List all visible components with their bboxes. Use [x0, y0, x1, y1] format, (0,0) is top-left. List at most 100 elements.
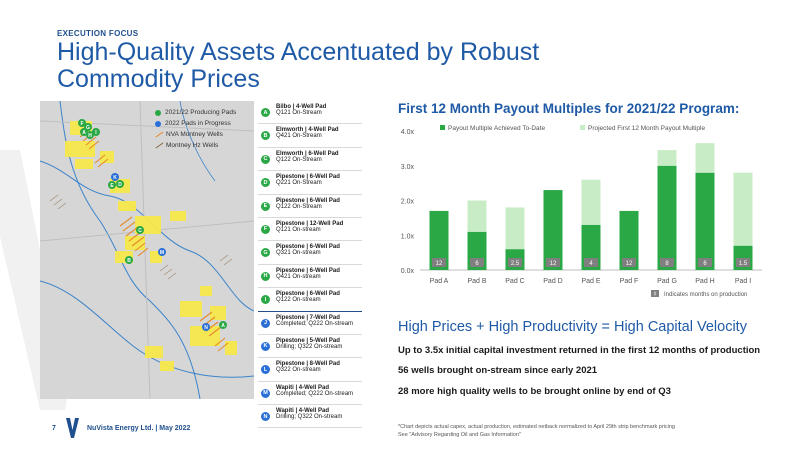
x-tick-label: Pad H — [695, 278, 714, 285]
y-tick-label: 2.0x — [401, 199, 415, 206]
map-marker-label: E — [110, 183, 114, 189]
months-badge-label: 1.5 — [739, 261, 748, 267]
highlight-bullet-1: Up to 3.5x initial capital investment re… — [398, 345, 761, 356]
map-legend-label: 2022 Pads in Progress — [165, 120, 231, 127]
pad-letter-icon: H — [261, 271, 270, 281]
pad-name: Pipestone | 7-Well Pad — [276, 314, 340, 321]
bar-projected — [505, 207, 525, 250]
x-tick-label: Pad G — [657, 278, 677, 285]
pad-letter-icon: B — [261, 131, 270, 141]
pad-letter-icon: L — [261, 365, 270, 375]
pad-list-item: F Pipestone | 12-Well Pad Q121 On-stream — [258, 218, 362, 242]
pad-status: Drilling; Q322 On-stream — [276, 414, 343, 421]
map-marker-label: A — [221, 323, 225, 329]
map-marker-label: A — [82, 130, 86, 136]
months-badge-label: 12 — [436, 261, 443, 267]
pad-list-item: E Pipestone | 6-Well Pad Q122 On-Stream — [258, 195, 362, 218]
highlight-bullet-3: 28 more high quality wells to be brought… — [398, 386, 671, 397]
map-marker-label: F — [80, 121, 83, 127]
months-badge — [470, 258, 484, 267]
pad-list-item: J Pipestone | 7-Well Pad Completed; Q222 O… — [258, 312, 362, 335]
months-badge-label: 6 — [475, 261, 479, 267]
orange-line-icon — [155, 132, 163, 138]
pad-list-item: G Pipestone | 6-Well Pad Q321 On-stream — [258, 241, 362, 265]
pad-name: Pipestone | 8-Well Pad — [276, 361, 340, 368]
map-marker-label: I — [95, 130, 97, 136]
pad-letter-icon: A — [261, 108, 270, 117]
map-marker-f[interactable] — [78, 119, 86, 127]
map-marker-m[interactable] — [158, 248, 166, 256]
pad-letter-icon: I — [261, 295, 270, 305]
map-marker-b[interactable] — [125, 256, 133, 264]
y-tick-label: 0.0x — [401, 268, 415, 275]
legend-label: Projected First 12 Month Payout Multiple — [588, 125, 705, 132]
map-legend-label: NVA Montney Wells — [166, 131, 223, 138]
pad-list-item: A Bilbo | 4-Well Pad Q121 On-Stream — [258, 101, 362, 125]
pad-list: A Bilbo | 4-Well Pad Q121 On-Stream B Elmwor… — [258, 101, 362, 429]
months-badge-label: 12 — [550, 261, 557, 267]
map-marker-c[interactable] — [136, 226, 144, 234]
months-badge — [622, 258, 636, 267]
months-badge — [432, 258, 446, 267]
page-title: High-Quality Assets Accentuated by Robus… — [57, 39, 617, 93]
pad-name: Wapiti | 4-Well Pad — [276, 408, 330, 415]
pad-status: Q122 On-stream — [276, 297, 321, 304]
pad-status: Completed; Q222 On-stream — [276, 320, 354, 327]
pad-name: Pipestone | 6-Well Pad — [276, 197, 340, 204]
map-marker-d[interactable] — [116, 180, 124, 188]
map-marker-a[interactable] — [80, 128, 88, 136]
pad-name: Elmworth | 6-Well Pad — [276, 150, 339, 157]
y-tick-label: 1.0x — [401, 233, 415, 240]
legend-swatch — [580, 125, 585, 130]
section-eyebrow: EXECUTION FOCUS — [57, 29, 139, 38]
pad-letter-icon: E — [261, 201, 270, 211]
pad-name: Pipestone | 6-Well Pad — [276, 174, 340, 181]
map-marker-a2[interactable] — [219, 321, 227, 329]
pad-letter-icon: D — [261, 178, 270, 188]
company-footer: NuVista Energy Ltd. | May 2022 — [87, 425, 191, 432]
map-marker-label: K — [113, 175, 117, 181]
pad-status: Completed; Q222 On-stream — [276, 390, 354, 397]
months-badge-label: 4 — [589, 261, 593, 267]
y-tick-label: 4.0x — [401, 129, 415, 136]
bar-achieved — [429, 210, 449, 270]
months-badge-label: 8 — [665, 261, 669, 267]
map-legend-label: 2021/22 Producing Pads — [165, 109, 237, 116]
pad-list-item: N Wapiti | 4-Well Pad Drilling; Q322 On-st… — [258, 405, 362, 429]
map-marker-n[interactable] — [202, 323, 210, 331]
pad-name: Pipestone | 6-Well Pad — [276, 244, 340, 251]
pad-status: Q421 On-Stream — [276, 133, 322, 140]
pad-status: Q121 On-stream — [276, 226, 321, 233]
pad-status: Q221 On-Stream — [276, 180, 322, 187]
bar-achieved — [657, 165, 677, 270]
pad-status: Q421 On-stream — [276, 273, 321, 280]
months-badge-label: 6 — [703, 261, 707, 267]
page-title-line-1: High-Quality Assets Accentuated by Robus… — [57, 38, 540, 66]
map-legend-label: Montney Hz Wells — [166, 142, 219, 149]
map-marker-h[interactable] — [86, 131, 94, 139]
pad-status: Q121 On-Stream — [276, 110, 322, 116]
map-legend: 2021/22 Producing Pads 2022 Pads in Prog… — [155, 107, 236, 151]
pad-list-item: C Elmworth | 6-Well Pad Q122 On-Stream — [258, 148, 362, 172]
map-marker-i[interactable] — [92, 128, 100, 136]
watermark-logo — [0, 150, 110, 410]
bar-projected — [581, 179, 601, 225]
months-badge — [546, 258, 560, 267]
map-canvas: F G A H I K E D C B M N A — [40, 101, 254, 399]
legend-label: Payout Multiple Achieved To-Date — [448, 125, 545, 132]
bar-projected — [467, 200, 487, 232]
map-marker-label: D — [118, 182, 122, 188]
map-marker-e[interactable] — [108, 181, 116, 189]
green-dot-icon — [155, 109, 161, 116]
map-marker-label: M — [160, 250, 164, 256]
months-badge — [698, 258, 712, 267]
pad-name: Pipestone | 6-Well Pad — [276, 267, 340, 274]
pad-list-item: K Pipestone | 5-Well Pad Drilling; Q322 On… — [258, 335, 362, 359]
pad-letter-icon: F — [261, 224, 270, 234]
bar-projected — [733, 172, 753, 246]
map-marker-k[interactable] — [111, 173, 119, 181]
bar-achieved — [543, 190, 563, 270]
page-number: 7 — [52, 425, 56, 432]
highlights-heading: High Prices + High Productivity = High C… — [398, 319, 747, 335]
pad-name: Elmworth | 4-Well Pad — [276, 127, 339, 134]
